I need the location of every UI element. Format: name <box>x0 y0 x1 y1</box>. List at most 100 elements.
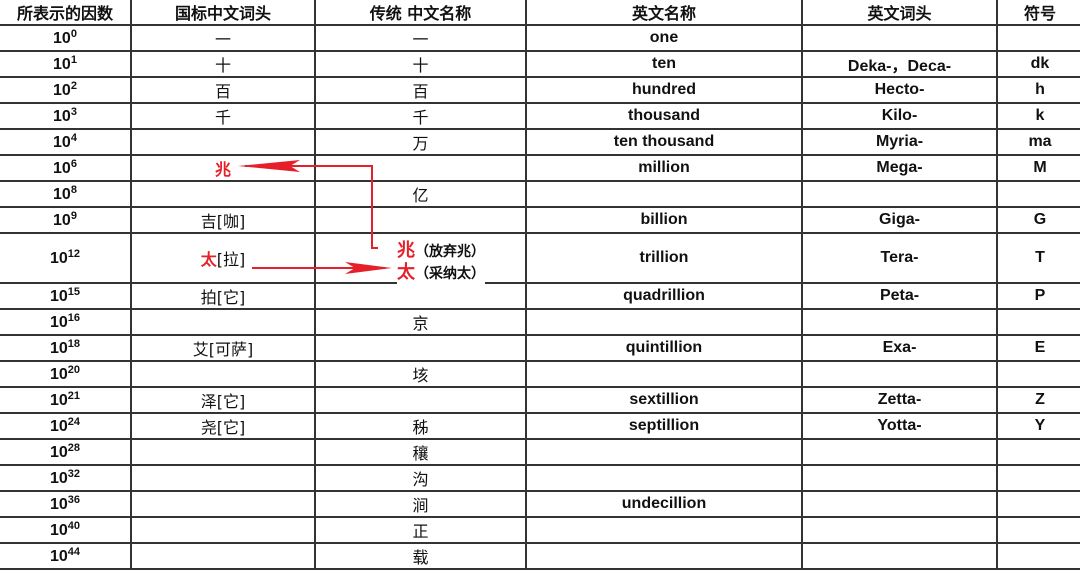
symbol-cell <box>996 438 1080 466</box>
factor-cell: 103 <box>0 102 132 130</box>
factor-cell: 1044 <box>0 542 132 570</box>
english-name-cell <box>525 464 803 492</box>
header-row: 所表示的因数 国标中文词头 传统 中文名称 英文名称 英文词头 符号 <box>0 0 1080 26</box>
english-prefix-cell <box>801 180 998 208</box>
english-prefix-cell <box>801 24 998 52</box>
factor-cell: 1020 <box>0 360 132 388</box>
traditional-name-cell: 穰 <box>314 438 527 466</box>
english-prefix-cell: Deka-，Deca- <box>801 50 998 78</box>
gb-prefix-cell: 吉[咖] <box>130 206 316 234</box>
base: 10 <box>53 82 71 99</box>
table-row: 1018 艾[可萨] quintillion Exa- E <box>0 334 1080 362</box>
tai-note: （采纳太） <box>415 266 485 282</box>
gb-prefix-cell <box>130 542 316 570</box>
symbol-cell: P <box>996 282 1080 310</box>
traditional-name-cell: 京 <box>314 308 527 336</box>
symbol-cell <box>996 24 1080 52</box>
english-prefix-cell: Tera- <box>801 232 998 284</box>
factor-cell: 1036 <box>0 490 132 518</box>
table-row: 103 千千 thousand Kilo-k <box>0 102 1080 130</box>
symbol-cell: E <box>996 334 1080 362</box>
english-prefix-cell <box>801 308 998 336</box>
factor-cell: 100 <box>0 24 132 52</box>
english-name-cell: sextillion <box>525 386 803 414</box>
traditional-name-cell: 千 <box>314 102 527 130</box>
gb-prefix-cell: 千 <box>130 102 316 130</box>
symbol-cell <box>996 360 1080 388</box>
table-row: 1024 尧[它] 秭 septillion Yotta- Y <box>0 412 1080 440</box>
traditional-name-cell: 一 <box>314 24 527 52</box>
exponent: 4 <box>70 132 77 144</box>
traditional-name-cell <box>314 282 527 310</box>
table-row: 1012 太[拉] trillion Tera- T <box>0 232 1080 284</box>
factor-cell: 101 <box>0 50 132 78</box>
gb-prefix-cell: 艾[可萨] <box>130 334 316 362</box>
gb-prefix-rest: [拉] <box>216 250 246 269</box>
factor-cell: 1032 <box>0 464 132 492</box>
gb-prefix-cell <box>130 490 316 518</box>
base: 10 <box>49 314 68 331</box>
exponent: 24 <box>67 416 81 428</box>
gb-prefix-cell <box>130 516 316 544</box>
english-name-cell: thousand <box>525 102 803 130</box>
traditional-name-cell <box>314 334 527 362</box>
english-name-cell <box>525 308 803 336</box>
header-english-prefix: 英文词头 <box>801 0 998 26</box>
factor-cell: 1015 <box>0 282 132 310</box>
gb-prefix-cell: 百 <box>130 76 316 104</box>
gb-prefix-cell <box>130 438 316 466</box>
english-prefix-cell: Peta- <box>801 282 998 310</box>
symbol-cell: Z <box>996 386 1080 414</box>
factor-cell: 1016 <box>0 308 132 336</box>
english-name-cell <box>525 438 803 466</box>
exponent: 16 <box>67 312 81 324</box>
english-prefix-cell: Hecto- <box>801 76 998 104</box>
exponent: 32 <box>67 468 81 480</box>
symbol-cell: M <box>996 154 1080 182</box>
base: 10 <box>49 444 68 461</box>
english-name-cell <box>525 516 803 544</box>
exponent: 44 <box>67 546 81 558</box>
english-name-cell: ten <box>525 50 803 78</box>
header-traditional-name: 传统 中文名称 <box>314 0 527 26</box>
traditional-name-cell <box>314 154 527 182</box>
english-name-cell: million <box>525 154 803 182</box>
tai-mark: 太 <box>397 262 415 283</box>
english-prefix-cell: Giga- <box>801 206 998 234</box>
table-row: 100 一一 one <box>0 24 1080 52</box>
table-row: 1015 拍[它] quadrillion Peta- P <box>0 282 1080 310</box>
factor-cell: 102 <box>0 76 132 104</box>
english-prefix-cell: Zetta- <box>801 386 998 414</box>
gb-prefix-cell: 太[拉] <box>130 232 316 284</box>
base: 10 <box>49 548 68 565</box>
table-row: 1016 京 <box>0 308 1080 336</box>
factor-cell: 1012 <box>0 232 132 284</box>
factor-cell: 1028 <box>0 438 132 466</box>
base: 10 <box>49 470 68 487</box>
base: 10 <box>49 288 68 305</box>
gb-prefix-highlight: 太 <box>200 250 217 269</box>
table-row: 1036 涧 undecillion <box>0 490 1080 518</box>
symbol-cell: k <box>996 102 1080 130</box>
header-english-name: 英文名称 <box>525 0 803 26</box>
base: 10 <box>53 212 71 229</box>
base: 10 <box>53 108 71 125</box>
traditional-name-cell: 秭 <box>314 412 527 440</box>
traditional-name-cell: 正 <box>314 516 527 544</box>
english-prefix-cell <box>801 438 998 466</box>
base: 10 <box>49 250 68 267</box>
english-prefix-cell <box>801 360 998 388</box>
gb-prefix-cell: 泽[它] <box>130 386 316 414</box>
symbol-cell <box>996 542 1080 570</box>
zhao-annotation: 兆（放弃兆） <box>397 236 485 262</box>
symbol-cell: T <box>996 232 1080 284</box>
english-name-cell <box>525 180 803 208</box>
exponent: 36 <box>67 494 81 506</box>
base: 10 <box>53 56 71 73</box>
english-name-cell: undecillion <box>525 490 803 518</box>
exponent: 21 <box>67 390 81 402</box>
english-name-cell: septillion <box>525 412 803 440</box>
symbol-cell: ma <box>996 128 1080 156</box>
exponent: 8 <box>70 184 77 196</box>
